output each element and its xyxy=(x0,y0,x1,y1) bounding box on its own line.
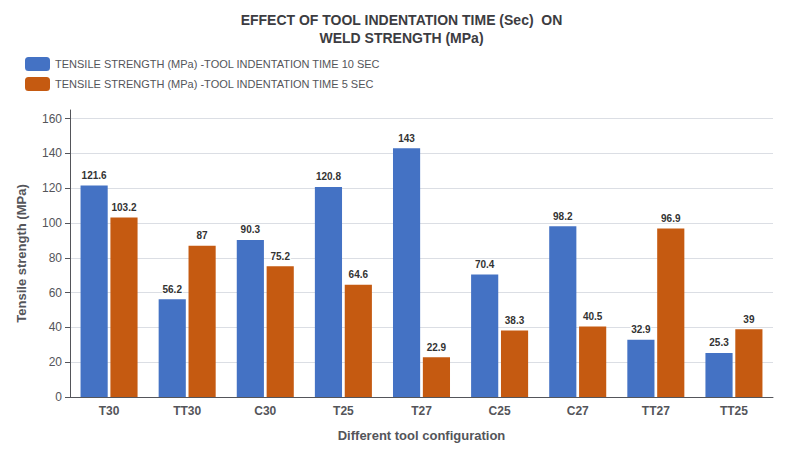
svg-text:75.2: 75.2 xyxy=(270,251,290,262)
svg-text:25.3: 25.3 xyxy=(709,337,729,348)
svg-text:90.3: 90.3 xyxy=(241,224,261,235)
svg-text:140: 140 xyxy=(42,146,62,160)
svg-text:40: 40 xyxy=(49,320,63,334)
svg-text:C25: C25 xyxy=(489,404,511,418)
svg-text:Tensile strength (MPa): Tensile strength (MPa) xyxy=(14,184,29,322)
svg-text:160: 160 xyxy=(42,112,62,126)
svg-text:TT30: TT30 xyxy=(173,404,201,418)
svg-text:EFFECT OF TOOL INDENTATION TIM: EFFECT OF TOOL INDENTATION TIME (Sec) ON xyxy=(241,12,563,28)
svg-text:120.8: 120.8 xyxy=(316,171,341,182)
svg-text:TT27: TT27 xyxy=(642,404,670,418)
svg-text:20: 20 xyxy=(49,355,63,369)
svg-text:0: 0 xyxy=(55,390,62,404)
svg-text:96.9: 96.9 xyxy=(661,213,681,224)
svg-text:64.6: 64.6 xyxy=(349,269,369,280)
svg-text:Different tool configuration: Different tool configuration xyxy=(338,428,506,443)
svg-text:T30: T30 xyxy=(99,404,120,418)
svg-text:C30: C30 xyxy=(254,404,276,418)
svg-text:98.2: 98.2 xyxy=(553,211,573,222)
svg-text:80: 80 xyxy=(49,251,63,265)
svg-text:TENSILE STRENGTH (MPa) -TOOL I: TENSILE STRENGTH (MPa) -TOOL INDENTATION… xyxy=(55,78,373,90)
svg-text:22.9: 22.9 xyxy=(427,342,447,353)
svg-text:143: 143 xyxy=(398,133,415,144)
svg-text:103.2: 103.2 xyxy=(111,202,136,213)
svg-text:100: 100 xyxy=(42,216,62,230)
svg-text:120: 120 xyxy=(42,181,62,195)
svg-text:60: 60 xyxy=(49,286,63,300)
svg-text:TENSILE STRENGTH (MPa) -TOOL I: TENSILE STRENGTH (MPa) -TOOL INDENTATION… xyxy=(55,58,380,70)
svg-text:40.5: 40.5 xyxy=(583,311,603,322)
svg-text:70.4: 70.4 xyxy=(475,259,495,270)
svg-text:WELD STRENGTH (MPa): WELD STRENGTH (MPa) xyxy=(319,30,483,46)
svg-text:38.3: 38.3 xyxy=(505,315,525,326)
svg-text:56.2: 56.2 xyxy=(162,284,182,295)
svg-text:T25: T25 xyxy=(333,404,354,418)
svg-text:87: 87 xyxy=(197,230,209,241)
svg-text:121.6: 121.6 xyxy=(82,170,107,181)
svg-text:C27: C27 xyxy=(567,404,589,418)
svg-text:32.9: 32.9 xyxy=(631,324,651,335)
svg-text:39: 39 xyxy=(743,314,755,325)
svg-text:TT25: TT25 xyxy=(720,404,748,418)
svg-text:T27: T27 xyxy=(411,404,432,418)
